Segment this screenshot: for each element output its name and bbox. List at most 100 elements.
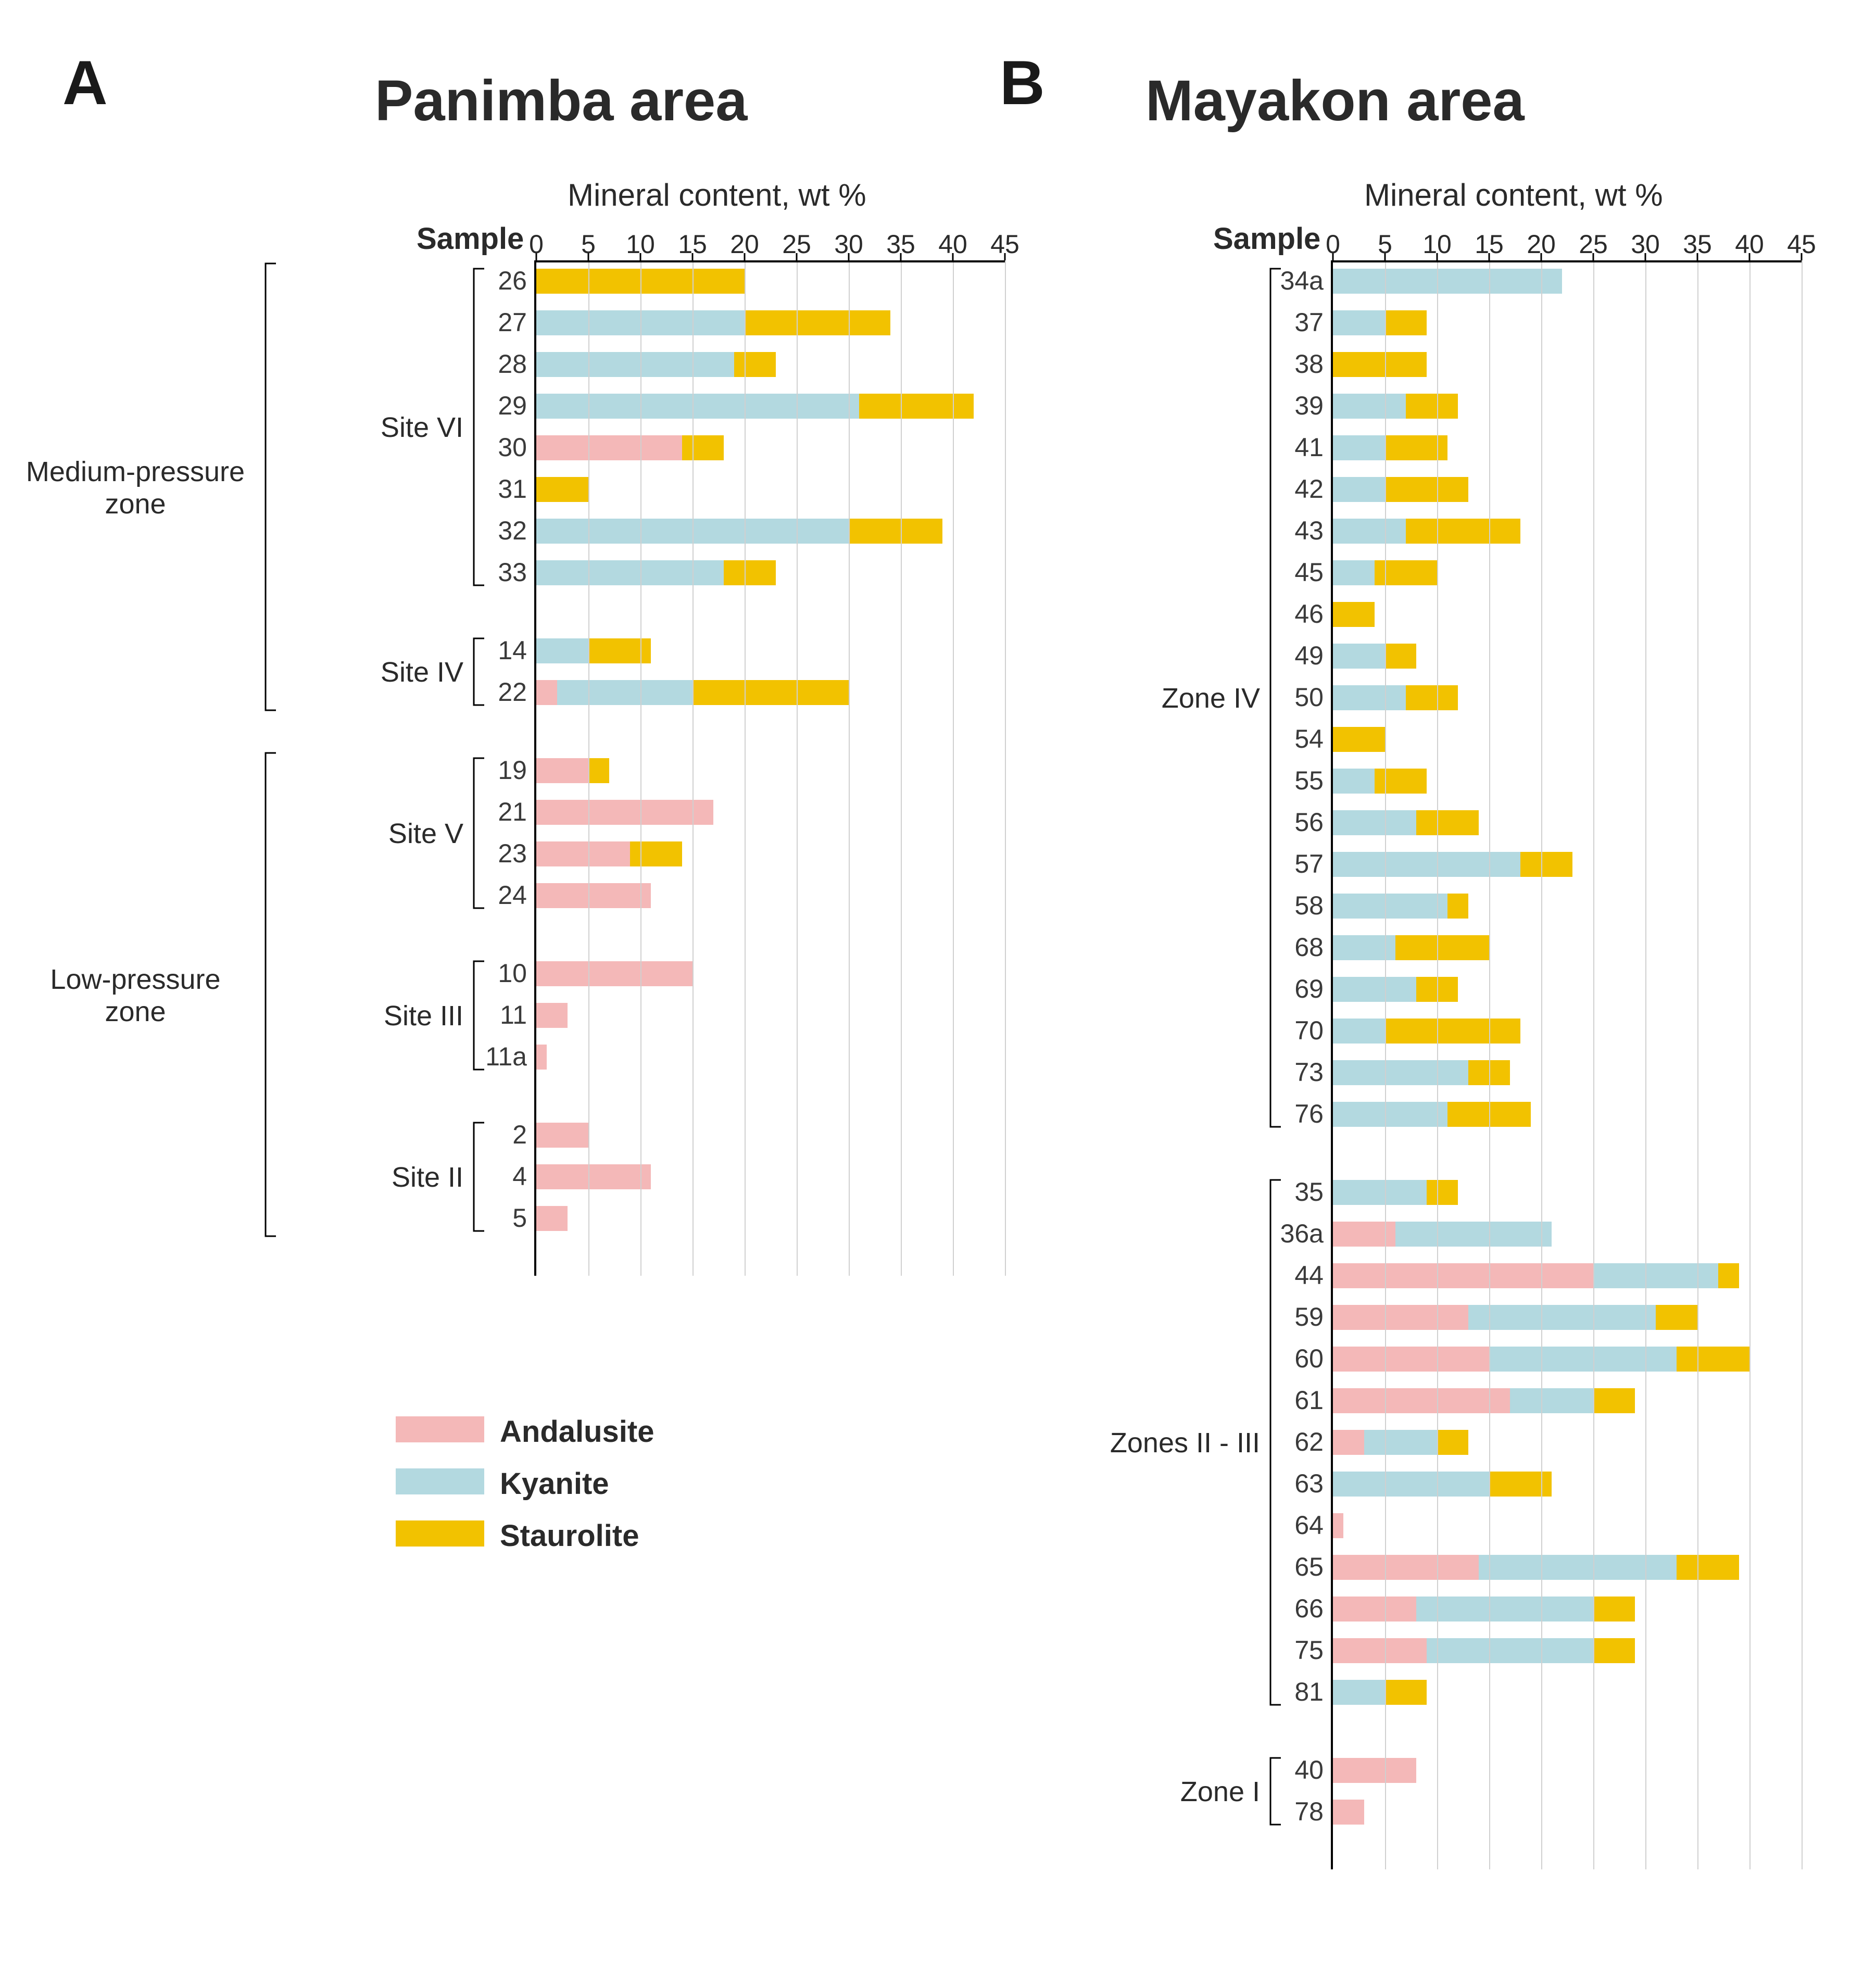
andalusite-bar: [1333, 1388, 1510, 1413]
kyanite-bar: [1333, 310, 1385, 335]
kyanite-bar: [1333, 394, 1406, 419]
panel-letter-b: B: [1000, 47, 1045, 119]
sample-id-label: 50: [1294, 682, 1324, 712]
sample-id-label: 46: [1294, 599, 1324, 629]
sample-id-label: 49: [1294, 640, 1324, 671]
legend-label: Kyanite: [500, 1466, 609, 1501]
staurolite-bar: [1333, 352, 1427, 377]
bracket-icon: [474, 961, 486, 1070]
gridline: [1697, 260, 1698, 1869]
sample-row: 38: [1333, 364, 1802, 365]
sample-id-label: 78: [1294, 1796, 1324, 1827]
staurolite-bar: [1489, 1472, 1552, 1497]
sample-id-label: 40: [1294, 1755, 1324, 1785]
sample-row: 2: [536, 1135, 1005, 1136]
staurolite-bar: [693, 680, 849, 705]
group-label: Site II: [286, 1161, 463, 1193]
staurolite-bar: [1333, 727, 1385, 752]
bracket-icon: [474, 1123, 486, 1231]
sample-id-label: 41: [1294, 432, 1324, 462]
kyanite-bar: [1333, 769, 1375, 794]
kyanite-bar: [536, 352, 734, 377]
sample-id-label: 68: [1294, 932, 1324, 962]
sample-row: 40: [1333, 1770, 1802, 1771]
staurolite-bar: [1656, 1305, 1697, 1330]
bracket-icon: [266, 263, 278, 710]
kyanite-bar: [1489, 1347, 1677, 1372]
staurolite-bar: [1447, 894, 1468, 919]
sample-id-label: 65: [1294, 1552, 1324, 1582]
andalusite-bar: [1333, 1263, 1593, 1288]
sample-row: 60: [1333, 1359, 1802, 1360]
y-axis-line: [1331, 260, 1333, 1869]
kyanite-bar: [1333, 560, 1375, 585]
bracket-icon: [474, 638, 486, 705]
sample-row: 29: [536, 406, 1005, 407]
kyanite-bar: [1333, 1680, 1385, 1705]
sample-row: 35: [1333, 1192, 1802, 1193]
tick-label: 15: [678, 229, 707, 259]
sample-id-label: 33: [498, 557, 527, 587]
sample-id-label: 31: [498, 474, 527, 504]
kyanite-bar: [1333, 894, 1447, 919]
sample-id-label: 43: [1294, 516, 1324, 546]
kyanite-bar: [536, 560, 724, 585]
sample-id-label: 60: [1294, 1343, 1324, 1374]
sample-row: 26: [536, 281, 1005, 282]
gridline: [1802, 260, 1803, 1869]
group-label: Zone IV: [1083, 682, 1260, 714]
sample-id-label: 39: [1294, 391, 1324, 421]
staurolite-bar: [849, 519, 942, 544]
sample-row: 76: [1333, 1114, 1802, 1115]
sample-id-label: 56: [1294, 807, 1324, 837]
sample-row: 46: [1333, 614, 1802, 615]
sample-id-label: 70: [1294, 1015, 1324, 1046]
sample-id-label: 38: [1294, 349, 1324, 379]
staurolite-bar: [1520, 852, 1572, 877]
sample-row: 28: [536, 364, 1005, 365]
sample-id-label: 55: [1294, 765, 1324, 796]
kyanite-bar: [1395, 1222, 1552, 1247]
staurolite-bar: [588, 638, 651, 663]
sample-id-label: 64: [1294, 1510, 1324, 1540]
staurolite-bar: [1677, 1347, 1749, 1372]
andalusite-bar: [536, 435, 682, 460]
staurolite-bar: [1406, 394, 1458, 419]
andalusite-bar: [536, 961, 693, 986]
sample-row: 11: [536, 1015, 1005, 1016]
kyanite-bar: [1333, 519, 1406, 544]
kyanite-bar: [536, 394, 859, 419]
bracket-icon: [1270, 269, 1282, 1127]
bracket-icon: [1270, 1758, 1282, 1825]
tick-label: 20: [1527, 229, 1556, 259]
staurolite-bar: [1406, 519, 1520, 544]
andalusite-bar: [1333, 1758, 1416, 1783]
tick-label: 45: [990, 229, 1019, 259]
kyanite-bar: [1593, 1263, 1718, 1288]
kyanite-bar: [1333, 435, 1385, 460]
figure-root: A Panimba area Mineral content, wt % Sam…: [0, 0, 1876, 1986]
axis-title-b: Mineral content, wt %: [1364, 177, 1663, 213]
tick-label: 35: [1683, 229, 1712, 259]
staurolite-bar: [1437, 1430, 1468, 1455]
tick-label: 0: [529, 229, 544, 259]
sample-header-b: Sample: [1213, 221, 1320, 256]
sample-id-label: 4: [512, 1161, 527, 1191]
sample-id-label: 59: [1294, 1302, 1324, 1332]
chart-mayakon: 34a3738394142434546495054555657586869707…: [1333, 260, 1802, 1869]
sample-row: 43: [1333, 531, 1802, 532]
sample-id-label: 76: [1294, 1099, 1324, 1129]
tick-label: 40: [1735, 229, 1764, 259]
sample-id-label: 63: [1294, 1468, 1324, 1499]
gridline: [1385, 260, 1386, 1869]
staurolite-bar: [1593, 1638, 1635, 1663]
staurolite-bar: [1593, 1388, 1635, 1413]
kyanite-bar: [1333, 269, 1562, 294]
tick-label: 5: [1378, 229, 1392, 259]
staurolite-bar: [536, 477, 588, 502]
kyanite-bar: [1333, 1102, 1447, 1127]
staurolite-bar: [1416, 810, 1479, 835]
tick-label: 30: [834, 229, 863, 259]
sample-id-label: 35: [1294, 1177, 1324, 1207]
gridline: [1645, 260, 1646, 1869]
